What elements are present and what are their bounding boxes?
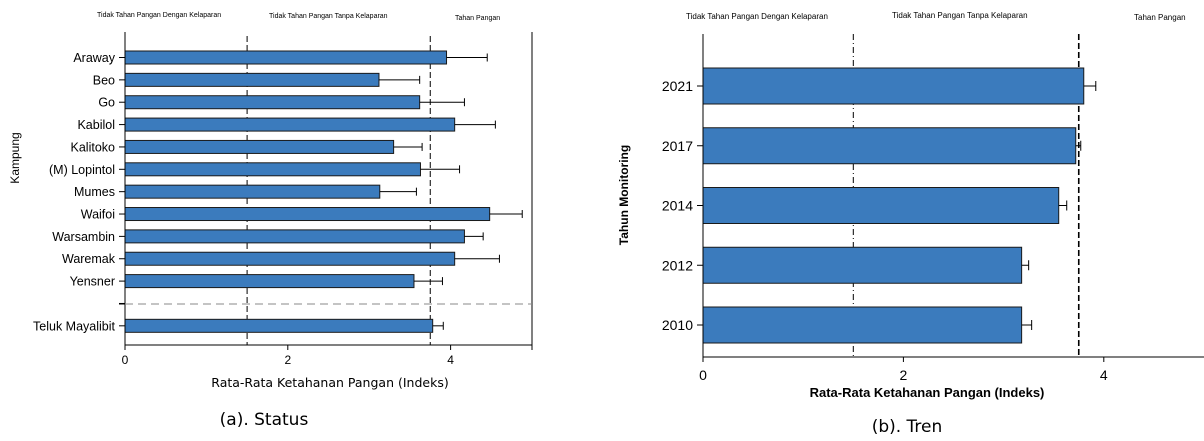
category-label: (M) Lopintol: [49, 163, 115, 177]
bar: [124, 72, 380, 87]
category-label: Kabilol: [77, 118, 115, 132]
category-label: Kalitoko: [71, 140, 116, 154]
bar: [702, 127, 1077, 165]
x-tick-label: 4: [447, 353, 454, 367]
status-bars: [124, 36, 523, 345]
caption-trend: (b). Tren: [872, 417, 943, 437]
category-labels: Araway Beo Go Kabilol Kalitoko (M) Lopintol Mu…: [33, 51, 125, 333]
bar: [124, 162, 421, 177]
category-label: Go: [98, 96, 115, 110]
x-tick-label: 0: [122, 353, 129, 367]
category-label: 2012: [662, 257, 693, 273]
trend-bars: [702, 34, 1097, 357]
x-tick-labels: 0 2 4: [122, 345, 533, 367]
zone-label-3: Tahan Pangan: [455, 15, 500, 22]
x-tick-labels: 0 2 4: [699, 357, 1108, 383]
bar: [124, 184, 381, 199]
y-axis-title: Tahun Monitoring: [617, 145, 631, 245]
bar: [702, 306, 1023, 344]
category-label: Waremak: [62, 252, 116, 266]
bar: [124, 139, 395, 154]
category-label: Beo: [93, 73, 115, 87]
x-tick-label: 0: [699, 367, 707, 383]
bar: [702, 187, 1060, 224]
bar: [702, 67, 1085, 105]
x-axis-title: Rata-Rata Ketahanan Pangan (Indeks): [810, 385, 1045, 400]
category-label: Araway: [73, 51, 115, 65]
category-label: 2021: [662, 78, 693, 94]
zone-label-2: Tidak Tahan Pangan Tanpa Kelaparan: [269, 13, 388, 20]
category-labels: 2021 2017 2014 2012 2010: [662, 78, 703, 333]
bar: [124, 207, 491, 222]
category-label: 2017: [662, 138, 693, 154]
category-label: Warsambin: [52, 230, 115, 244]
chart-status: Araway Beo Go Kabilol Kalitoko (M) Lopintol Mu…: [8, 12, 533, 430]
category-label: 2010: [662, 317, 693, 333]
zone-label-1: Tidak Tahan Pangan Dengan Kelaparan: [97, 12, 221, 19]
bar: [702, 246, 1023, 284]
x-tick-label: 4: [1100, 367, 1108, 383]
x-axis-title: Rata-Rata Ketahanan Pangan (Indeks): [211, 375, 448, 390]
category-label: Teluk Mayalibit: [33, 319, 116, 333]
bar: [124, 251, 456, 266]
category-label: Waifoi: [81, 208, 115, 222]
bar: [124, 117, 456, 132]
bar: [124, 318, 434, 333]
category-label: Mumes: [74, 185, 115, 199]
zone-label-1: Tidak Tahan Pangan Dengan Kelaparan: [686, 12, 828, 21]
caption-status: (a). Status: [220, 410, 309, 430]
bar: [124, 229, 465, 244]
zone-label-2: Tidak Tahan Pangan Tanpa Kelaparan: [892, 11, 1028, 20]
x-tick-label: 2: [284, 353, 291, 367]
bar: [124, 95, 421, 110]
bar: [124, 274, 415, 289]
bar: [124, 50, 448, 65]
y-axis-title: Kampung: [8, 132, 22, 183]
category-label: 2014: [662, 198, 693, 214]
category-label: Yensner: [70, 275, 115, 289]
chart-trend: 2021 2017 2014 2012 2010 0 2 4 Tidak Tahan Pan…: [617, 11, 1204, 437]
x-tick-label: 2: [900, 367, 908, 383]
zone-label-3: Tahan Pangan: [1134, 13, 1186, 22]
